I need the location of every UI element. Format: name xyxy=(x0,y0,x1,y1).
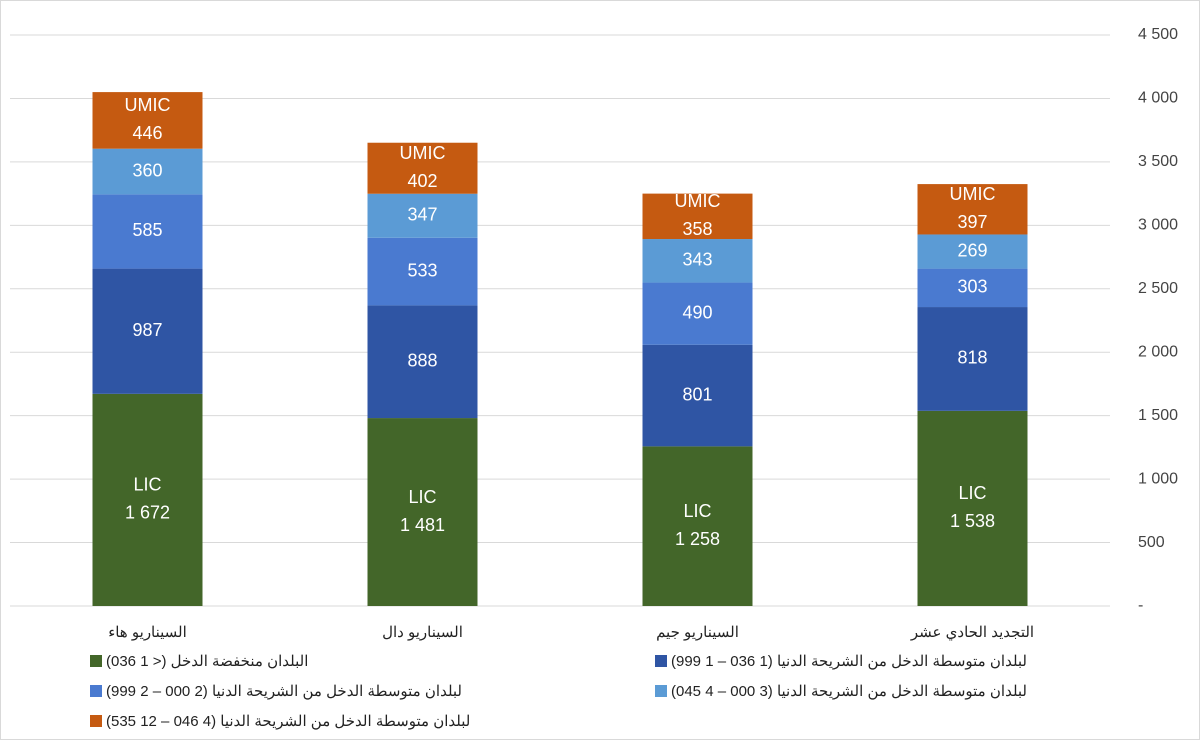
legend-label: البلدان منخفضة الدخل (< 1 036) xyxy=(106,653,309,670)
data-label: 1 538 xyxy=(950,511,995,531)
segment-short-name: LIC xyxy=(958,483,986,503)
bar-segment xyxy=(367,418,478,606)
segment-short-name: LIC xyxy=(408,487,436,507)
data-label: 347 xyxy=(407,205,437,225)
legend-label: لبلدان متوسطة الدخل من الشريحة الدنيا (1… xyxy=(671,653,1027,670)
y-tick-label: 500 xyxy=(1138,534,1165,551)
bar-segment xyxy=(92,194,203,269)
legend-item: لبلدان متوسطة الدخل من الشريحة الدنيا (4… xyxy=(90,711,470,731)
segment-short-name: UMIC xyxy=(400,143,446,163)
bar-segment xyxy=(642,239,753,283)
bar-segment xyxy=(367,142,478,194)
x-tick-label: السيناريو دال xyxy=(382,624,463,641)
bar-segment xyxy=(642,282,753,345)
data-label: 818 xyxy=(957,348,987,368)
data-label: 1 481 xyxy=(400,515,445,535)
bar-segment xyxy=(367,237,478,306)
data-label: 490 xyxy=(682,302,712,322)
data-label: 585 xyxy=(132,220,162,240)
y-tick-label: 1 000 xyxy=(1138,470,1178,487)
legend-item: لبلدان متوسطة الدخل من الشريحة الدنيا (2… xyxy=(90,681,462,701)
y-tick-label: 2 500 xyxy=(1138,280,1178,297)
data-label: 533 xyxy=(407,260,437,280)
legend-swatch xyxy=(90,685,102,697)
bar-segment xyxy=(917,268,1028,308)
bar-segment xyxy=(92,268,203,394)
bar-segment xyxy=(367,305,478,419)
bar-segment xyxy=(917,410,1028,606)
data-label: 1 258 xyxy=(675,529,720,549)
bar-segment xyxy=(917,234,1028,269)
bar-segment xyxy=(642,344,753,447)
bar-segment xyxy=(917,307,1028,411)
bar-segment xyxy=(92,393,203,606)
legend-swatch xyxy=(90,715,102,727)
data-label: 303 xyxy=(957,277,987,297)
bar-segment xyxy=(642,446,753,606)
bar-segment xyxy=(92,148,203,195)
y-tick-label: 3 500 xyxy=(1138,153,1178,170)
segment-short-name: UMIC xyxy=(675,191,721,211)
legend-label: لبلدان متوسطة الدخل من الشريحة الدنيا (3… xyxy=(671,683,1027,700)
legend-swatch xyxy=(90,655,102,667)
y-tick-label: 1 500 xyxy=(1138,407,1178,424)
data-label: 343 xyxy=(682,250,712,270)
data-label: 888 xyxy=(407,350,437,370)
bar-segment xyxy=(92,92,203,149)
x-tick-label: التجديد الحادي عشر xyxy=(910,624,1034,641)
segment-short-name: LIC xyxy=(133,475,161,495)
data-label: 1 672 xyxy=(125,503,170,523)
segment-short-name: UMIC xyxy=(125,95,171,115)
y-tick-label: 4 000 xyxy=(1138,90,1178,107)
legend-swatch xyxy=(655,685,667,697)
bar-segment xyxy=(367,193,478,238)
y-tick-label: - xyxy=(1138,597,1143,614)
y-tick-label: 3 000 xyxy=(1138,217,1178,234)
legend-item: البلدان منخفضة الدخل (< 1 036) xyxy=(90,651,308,671)
data-label: 402 xyxy=(407,171,437,191)
legend-item: لبلدان متوسطة الدخل من الشريحة الدنيا (3… xyxy=(655,681,1027,701)
y-tick-label: 4 500 xyxy=(1138,26,1178,43)
data-label: 801 xyxy=(682,384,712,404)
data-label: 269 xyxy=(957,240,987,260)
bar-segment xyxy=(642,193,753,240)
data-label: 987 xyxy=(132,320,162,340)
bar-segment xyxy=(917,184,1028,235)
x-tick-label: السيناريو هاء xyxy=(108,624,187,641)
legend-label: لبلدان متوسطة الدخل من الشريحة الدنيا (4… xyxy=(106,713,471,730)
data-label: 446 xyxy=(132,123,162,143)
legend-label: لبلدان متوسطة الدخل من الشريحة الدنيا (2… xyxy=(106,683,462,700)
legend-swatch xyxy=(655,655,667,667)
data-label: 358 xyxy=(682,219,712,239)
y-tick-label: 2 000 xyxy=(1138,343,1178,360)
segment-short-name: UMIC xyxy=(950,184,996,204)
legend-item: لبلدان متوسطة الدخل من الشريحة الدنيا (1… xyxy=(655,651,1027,671)
x-tick-label: السيناريو جيم xyxy=(656,624,739,641)
data-label: 397 xyxy=(957,212,987,232)
segment-short-name: LIC xyxy=(683,501,711,521)
data-label: 360 xyxy=(132,160,162,180)
